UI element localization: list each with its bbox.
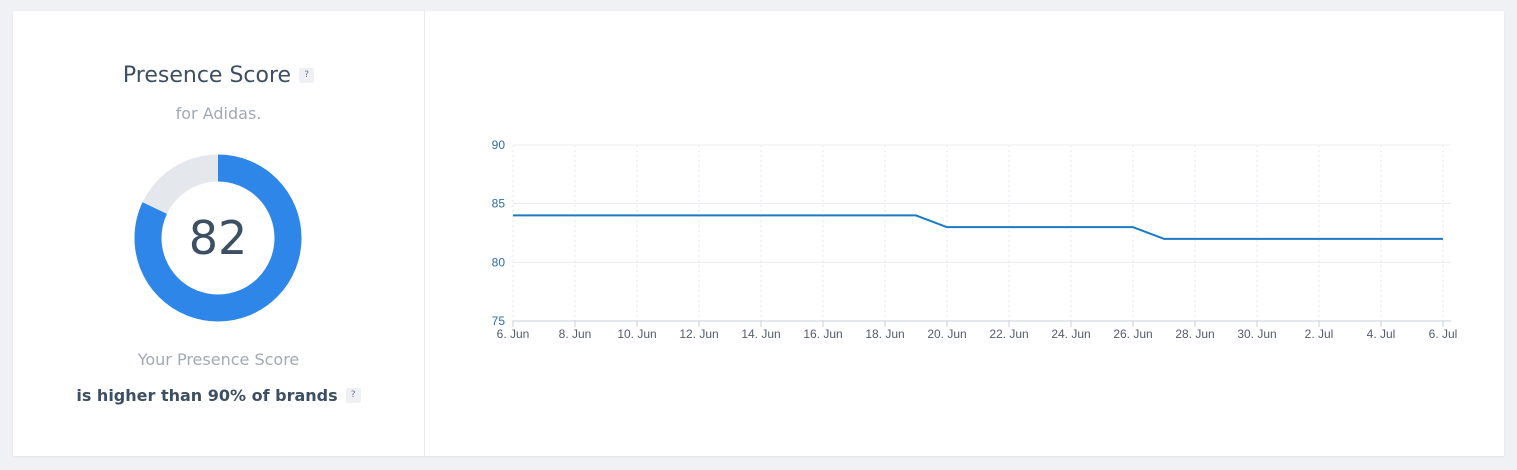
x-tick-label: 22. Jun (989, 327, 1028, 341)
score-history-chart: 75 80 85 90 6. Jun 8. Jun 10. Jun 12. Jun 14. Ju… (492, 138, 1458, 341)
brand-subtitle: for Adidas. (175, 104, 262, 123)
panel-title: Presence Score (122, 63, 292, 88)
score-donut (134, 154, 302, 322)
x-tick-label: 10. Jun (617, 327, 656, 341)
rank-row: is higher than 90% of brands? (13, 385, 424, 405)
rank-text: is higher than 90% of brands (76, 386, 338, 405)
x-tick-label: 26. Jun (1113, 327, 1152, 341)
presence-score-card: Presence Score? for Adidas. 82 Your Pres… (13, 11, 1504, 456)
x-tick-label: 18. Jun (865, 327, 904, 341)
x-tick-label: 30. Jun (1237, 327, 1276, 341)
x-tick-label: 28. Jun (1175, 327, 1214, 341)
rank-help-icon[interactable]: ? (345, 388, 361, 403)
series-line (513, 214, 1443, 240)
x-tick-label: 2. Jul (1305, 327, 1334, 341)
y-tick-label: 90 (492, 138, 506, 152)
y-tick-label: 85 (492, 197, 506, 211)
title-help-icon[interactable]: ? (299, 68, 315, 83)
x-tick-label: 8. Jun (559, 327, 592, 341)
x-tick-label: 24. Jun (1051, 327, 1090, 341)
y-tick-label: 80 (492, 255, 506, 269)
x-tick-label: 6. Jun (497, 327, 530, 341)
y-tick-label: 75 (492, 314, 506, 328)
donut-fill (134, 154, 302, 322)
score-value: 82 (188, 211, 248, 265)
rank-label: Your Presence Score (137, 350, 300, 369)
x-tick-label: 6. Jul (1429, 327, 1458, 341)
x-tick-label: 4. Jul (1367, 327, 1396, 341)
score-panel: Presence Score? for Adidas. 82 Your Pres… (13, 11, 425, 456)
x-tick-label: 14. Jun (741, 327, 780, 341)
title-row: Presence Score? (13, 63, 424, 88)
x-tick-label: 16. Jun (803, 327, 842, 341)
x-tick-label: 20. Jun (927, 327, 966, 341)
x-tick-label: 12. Jun (679, 327, 718, 341)
